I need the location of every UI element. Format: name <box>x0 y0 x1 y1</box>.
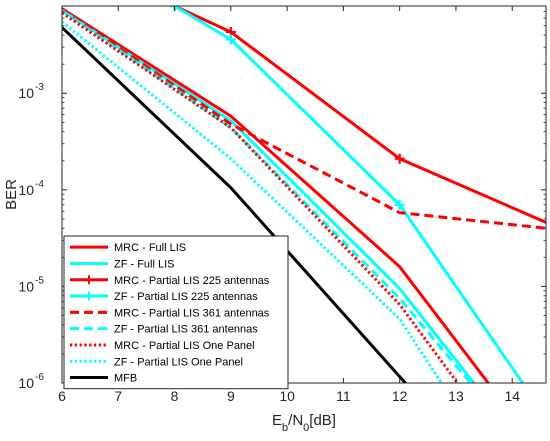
y-tick-label-exp-1: -5 <box>35 275 44 286</box>
x-tick-label-2: 8 <box>171 388 179 404</box>
series-line-2 <box>173 6 546 224</box>
series-line-3 <box>173 6 525 383</box>
legend-label-5: ZF - Partial LIS 361 antennas <box>114 324 258 336</box>
x-axis-label: Eb/N0[dB] <box>272 412 336 434</box>
y-tick-label-3: 10 <box>18 85 34 101</box>
legend-label-4: MRC - Partial LIS 361 antennas <box>114 307 270 319</box>
y-tick-label-2: 10 <box>18 182 34 198</box>
y-tick-label-exp-3: -3 <box>35 82 44 93</box>
y-axis-label: BER <box>3 179 20 210</box>
series-line-6 <box>62 11 460 383</box>
legend-label-3: ZF - Partial LIS 225 antennas <box>114 291 258 303</box>
x-tick-label-7: 13 <box>448 388 464 404</box>
y-tick-label-exp-2: -4 <box>35 179 44 190</box>
series-line-8 <box>62 26 408 383</box>
y-tick-label-1: 10 <box>18 278 34 294</box>
legend-label-8: MFB <box>114 373 137 385</box>
legend-entry-2: MRC - Partial LIS 225 antennas <box>70 275 270 287</box>
legend-entry-7: ZF - Partial LIS One Panel <box>70 356 243 368</box>
y-tick-label-0: 10 <box>18 375 34 391</box>
x-tick-label-8: 14 <box>504 388 520 404</box>
series-marker-3-2 <box>394 199 405 210</box>
x-tick-label-0: 6 <box>58 388 66 404</box>
legend-entry-6: MRC - Partial LIS One Panel <box>70 340 255 352</box>
x-tick-label-5: 11 <box>336 388 351 404</box>
legend-entry-1: ZF - Full LIS <box>70 258 175 270</box>
x-tick-label-3: 9 <box>227 388 235 404</box>
legend-label-0: MRC - Full LIS <box>114 242 186 254</box>
legend-entry-8: MFB <box>70 373 137 385</box>
legend-label-1: ZF - Full LIS <box>114 258 175 270</box>
legend-entry-3: ZF - Partial LIS 225 antennas <box>70 291 258 303</box>
legend-entry-0: MRC - Full LIS <box>70 242 186 254</box>
series-line-0 <box>62 7 491 383</box>
series-marker-2-2 <box>394 153 405 164</box>
legend: MRC - Full LIS ZF - Full LIS MRC - Partial… <box>63 235 289 390</box>
series-marker-3-1 <box>225 34 236 45</box>
series-line-4 <box>62 7 546 230</box>
legend-label-6: MRC - Partial LIS One Panel <box>114 340 255 352</box>
x-tick-label-4: 10 <box>279 388 295 404</box>
x-tick-label-6: 12 <box>392 388 408 404</box>
legend-entry-5: ZF - Partial LIS 361 antennas <box>70 324 258 336</box>
y-tick-label-exp-0: -6 <box>35 372 44 383</box>
legend-label-7: ZF - Partial LIS One Panel <box>114 356 243 368</box>
series-marker-3-3 <box>524 387 534 397</box>
legend-label-2: MRC - Partial LIS 225 antennas <box>114 275 270 287</box>
x-tick-label-1: 7 <box>114 388 122 404</box>
legend-entry-4: MRC - Partial LIS 361 antennas <box>70 307 270 319</box>
